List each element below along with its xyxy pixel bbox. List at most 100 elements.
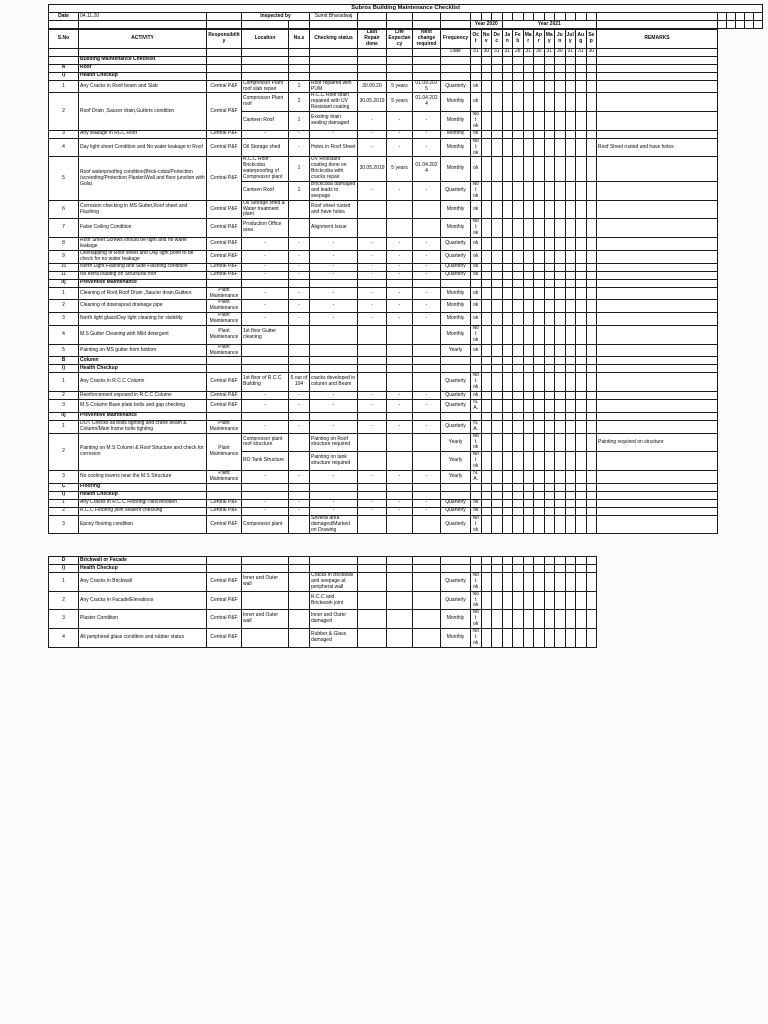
- table-cell: [554, 451, 566, 471]
- table-cell: [596, 506, 718, 516]
- status-cell: ok: [470, 391, 482, 401]
- table-cell: [533, 312, 545, 326]
- table-cell: Monthly: [440, 92, 471, 113]
- table-cell: [543, 12, 555, 21]
- activity-cell: Roof Drain ,Saucer drain,Gutters conditi…: [78, 92, 207, 131]
- activity-cell: Overlapping of Roof sheet and Day light …: [78, 249, 207, 264]
- table-cell: [412, 356, 441, 366]
- table-cell: [554, 609, 566, 630]
- table-cell: 01.09.2025: [412, 79, 441, 94]
- table-cell: 1st floor of R.C.C Building: [241, 372, 289, 393]
- table-cell: Monthly: [440, 137, 471, 158]
- table-cell: [357, 356, 387, 366]
- table-cell: [491, 278, 503, 288]
- table-cell: -: [309, 506, 358, 516]
- table-cell: [564, 399, 576, 413]
- table-cell: [512, 278, 524, 288]
- table-cell: [575, 237, 587, 251]
- table-cell: [585, 111, 597, 131]
- table-cell: [512, 411, 524, 421]
- table-cell: 3: [48, 609, 79, 630]
- table-cell: 3: [48, 129, 79, 139]
- table-cell: [491, 324, 503, 345]
- table-cell: [288, 20, 310, 29]
- table-cell: [533, 411, 545, 421]
- table-cell: -: [241, 299, 289, 314]
- table-cell: [470, 71, 482, 81]
- table-cell: [412, 63, 441, 73]
- table-cell: [357, 71, 387, 81]
- table-cell: [585, 299, 597, 314]
- table-cell: [554, 572, 566, 592]
- table-cell: [522, 63, 534, 73]
- status-cell: ok: [470, 199, 482, 220]
- table-cell: [480, 270, 492, 280]
- table-cell: [412, 411, 441, 421]
- date-row-label: Date: [440, 47, 471, 57]
- table-cell: [386, 63, 413, 73]
- table-cell: [596, 411, 718, 421]
- table-cell: [554, 364, 566, 374]
- month-header: Dec: [491, 29, 503, 49]
- table-cell: [470, 490, 482, 500]
- table-cell: [440, 364, 471, 374]
- table-cell: 5: [48, 343, 79, 358]
- table-cell: [48, 55, 79, 65]
- table-cell: [564, 92, 576, 113]
- table-cell: [533, 55, 545, 65]
- table-cell: [564, 564, 576, 573]
- table-cell: [543, 609, 555, 630]
- table-cell: [575, 71, 587, 81]
- table-cell: 1: [288, 181, 310, 201]
- table-cell: 1st floor Gutter cleaning: [241, 324, 289, 345]
- table-cell: [288, 590, 310, 611]
- table-cell: [480, 514, 492, 535]
- day-count: 28: [512, 47, 524, 57]
- table-cell: -: [241, 262, 289, 272]
- table-cell: [512, 556, 524, 565]
- table-cell: [575, 12, 587, 21]
- table-cell: [554, 156, 566, 183]
- status-cell: ok: [470, 498, 482, 508]
- table-cell: Quarterly: [440, 399, 471, 413]
- table-cell: [480, 79, 492, 94]
- table-cell: [501, 199, 513, 220]
- table-cell: -: [288, 262, 310, 272]
- table-cell: -: [241, 312, 289, 326]
- table-cell: [412, 20, 441, 29]
- table-cell: [512, 628, 524, 648]
- table-cell: [206, 47, 242, 57]
- table-cell: [480, 312, 492, 326]
- table-cell: [480, 506, 492, 516]
- table-cell: -: [288, 237, 310, 251]
- table-cell: [440, 20, 471, 29]
- table-cell: [585, 92, 597, 113]
- table-cell: [717, 20, 727, 29]
- table-cell: [543, 372, 555, 393]
- table-cell: [470, 278, 482, 288]
- table-cell: [491, 156, 503, 183]
- table-cell: [533, 419, 545, 434]
- table-cell: [564, 514, 576, 535]
- section-label: Column: [78, 356, 207, 366]
- table-cell: [533, 482, 545, 492]
- table-cell: 2: [48, 92, 79, 131]
- table-cell: Central P&F: [206, 218, 242, 239]
- activity-cell: Any leakage in RCC Roof: [78, 129, 207, 139]
- table-cell: [596, 286, 718, 301]
- table-cell: -: [241, 498, 289, 508]
- table-cell: [554, 249, 566, 264]
- table-cell: [554, 490, 566, 500]
- table-cell: [440, 55, 471, 65]
- table-cell: [575, 556, 587, 565]
- table-cell: [554, 63, 566, 73]
- table-cell: [501, 506, 513, 516]
- table-cell: [480, 249, 492, 264]
- table-cell: [585, 137, 597, 158]
- month-header: July: [564, 29, 576, 49]
- activity-cell: Any Cracks in R.C.C Column: [78, 372, 207, 393]
- table-cell: [575, 356, 587, 366]
- table-cell: [386, 324, 413, 345]
- table-cell: [596, 278, 718, 288]
- table-cell: [554, 590, 566, 611]
